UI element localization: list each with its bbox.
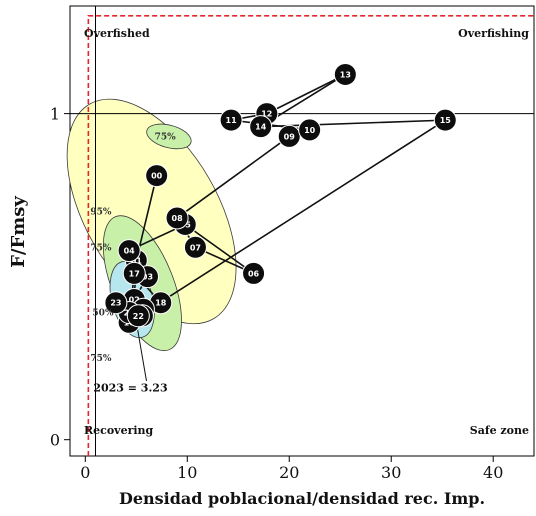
point-22: 22 — [126, 304, 150, 328]
y-axis-title: F/Fmsy — [8, 196, 29, 268]
confidence-region-3 — [146, 123, 192, 150]
point-label: 03 — [142, 273, 153, 282]
point-17: 17 — [122, 261, 146, 285]
point-marker — [219, 108, 243, 132]
x-axis-title: Densidad poblacional/densidad rec. Imp. — [119, 489, 485, 508]
point-14: 14 — [249, 115, 273, 139]
corner-label-bottom-left: Recovering — [84, 424, 154, 437]
point-13: 13 — [333, 62, 357, 86]
point-label: 10 — [304, 126, 316, 135]
ellipse-label: 75% — [90, 243, 112, 253]
point-label: 12 — [261, 110, 272, 119]
ellipse-label: 75% — [90, 354, 112, 364]
reference-lines — [70, 6, 534, 456]
point-label: 02 — [129, 295, 140, 304]
point-08: 08 — [165, 206, 189, 230]
point-marker — [145, 164, 169, 188]
point-marker — [165, 206, 189, 230]
x-tick-label: 40 — [483, 463, 503, 482]
corner-label-bottom-right: Safe zone — [470, 424, 529, 437]
point-11: 11 — [219, 108, 243, 132]
point-label: 07 — [190, 243, 201, 252]
x-tick-label: 20 — [279, 463, 299, 482]
corner-label-top-left: Overfished — [84, 27, 150, 40]
annotation-2023: 2023 = 3.23 — [93, 382, 167, 395]
y-axis-ticks: 01 — [50, 105, 70, 450]
point-marker — [183, 235, 207, 259]
point-04: 04 — [117, 239, 141, 263]
point-label: 23 — [110, 299, 121, 308]
point-label: 09 — [284, 132, 296, 141]
ellipse-label: 75% — [155, 132, 177, 142]
point-marker — [249, 115, 273, 139]
point-10: 10 — [298, 118, 322, 142]
point-09: 09 — [277, 124, 301, 148]
corner-label-top-right: Overfishing — [458, 27, 529, 40]
trajectory-points: 0001020304050607080910111213141516171819… — [104, 62, 457, 334]
point-label: 01 — [131, 256, 143, 265]
ellipse-percent-labels: 75% 95% 75% 50% 75% — [90, 132, 176, 364]
point-23: 23 — [104, 291, 128, 315]
point-marker — [242, 261, 266, 285]
ellipse-label: 95% — [90, 207, 112, 217]
point-06: 06 — [242, 261, 266, 285]
point-label: 06 — [248, 269, 260, 278]
x-tick-label: 10 — [177, 463, 197, 482]
x-tick-label: 0 — [80, 463, 90, 482]
x-tick-label: 30 — [381, 463, 401, 482]
point-label: 08 — [172, 214, 184, 223]
y-tick-label: 0 — [50, 431, 60, 450]
point-15: 15 — [433, 108, 457, 132]
trajectory-segment — [128, 119, 446, 323]
trajectory-segment — [184, 223, 255, 275]
point-label: 22 — [133, 312, 144, 321]
y-tick-label: 1 — [50, 105, 60, 124]
confidence-region-0 — [66, 98, 237, 325]
point-label: 14 — [255, 123, 267, 132]
point-marker — [298, 118, 322, 142]
point-00: 00 — [145, 164, 169, 188]
point-marker — [126, 304, 150, 328]
trajectory-segment — [266, 73, 346, 115]
point-marker — [333, 62, 357, 86]
point-marker — [122, 261, 146, 285]
point-label: 17 — [129, 269, 140, 278]
trajectory-segment — [176, 135, 290, 219]
limit-reference-box — [87, 14, 534, 456]
point-07: 07 — [183, 235, 207, 259]
point-label: 15 — [440, 116, 452, 125]
x-axis-ticks: 0 10 20 30 40 — [80, 456, 503, 482]
point-label: 00 — [151, 172, 163, 181]
point-label: 11 — [226, 116, 238, 125]
point-marker — [433, 108, 457, 132]
point-marker — [104, 291, 128, 315]
point-label: 13 — [340, 70, 351, 79]
ellipse-label: 50% — [92, 309, 114, 319]
point-label: 04 — [124, 247, 136, 256]
point-marker — [117, 239, 141, 263]
point-label: 18 — [155, 299, 167, 308]
